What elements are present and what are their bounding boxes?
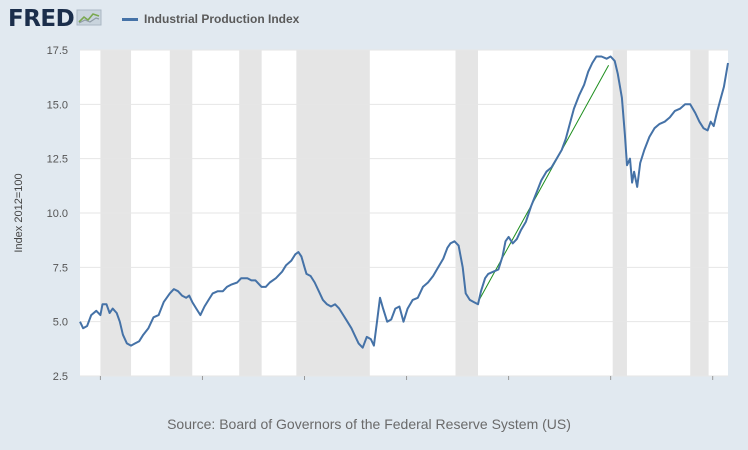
- line-chart-icon: [76, 7, 102, 32]
- legend-label: Industrial Production Index: [144, 12, 300, 26]
- legend[interactable]: Industrial Production Index: [122, 12, 299, 26]
- y-tick-label: 2.5: [53, 371, 68, 380]
- y-tick-label: 17.5: [47, 45, 68, 57]
- logo-text: FRED: [8, 6, 75, 32]
- legend-swatch: [122, 17, 138, 21]
- chart-area: 2.55.07.510.012.515.017.5192019251930193…: [0, 40, 748, 397]
- y-tick-label: 5.0: [53, 317, 68, 329]
- y-tick-label: 15.0: [47, 99, 68, 111]
- series-line-industrial-production: [79, 55, 729, 349]
- y-tick-label: 10.0: [47, 208, 68, 220]
- y-axis-label: Index 2012=100: [13, 173, 25, 252]
- chart-svg: 2.55.07.510.012.515.017.5192019251930193…: [13, 45, 729, 397]
- header: FRED Industrial Production Index: [0, 0, 748, 40]
- source-note: Source: Board of Governors of the Federa…: [167, 416, 571, 432]
- y-tick-label: 7.5: [53, 262, 68, 274]
- fred-logo[interactable]: FRED: [8, 6, 102, 32]
- y-tick-label: 12.5: [47, 154, 68, 166]
